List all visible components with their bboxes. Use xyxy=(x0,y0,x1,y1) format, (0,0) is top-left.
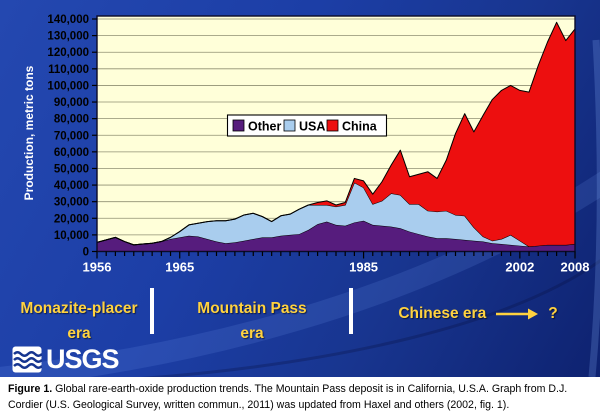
y-axis-title: Production, metric tons xyxy=(22,65,36,201)
usgs-wave-icon xyxy=(12,346,42,373)
svg-text:Other: Other xyxy=(248,120,281,134)
svg-text:1956: 1956 xyxy=(83,260,112,275)
svg-text:50,000: 50,000 xyxy=(54,163,89,175)
x-axis-labels: 1956 1965 1985 2002 2008 xyxy=(83,260,590,275)
era-label-line2: era xyxy=(67,325,91,342)
era-label-monazite-placer: Monazite-placer era xyxy=(8,296,150,346)
figure-caption-text: Global rare-earth-oxide production trend… xyxy=(8,383,568,411)
y-axis-labels: 0 10,000 20,000 30,000 40,000 50,000 60,000 70,… xyxy=(47,14,89,259)
era-divider-icon xyxy=(349,288,353,334)
figure-caption-label: Figure 1. xyxy=(8,383,53,395)
era-label-line1: Mountain Pass xyxy=(197,300,307,317)
svg-text:2002: 2002 xyxy=(505,260,534,275)
y-axis-ticks xyxy=(92,18,97,253)
svg-text:100,000: 100,000 xyxy=(47,80,89,92)
svg-text:90,000: 90,000 xyxy=(54,97,89,109)
svg-text:0: 0 xyxy=(83,247,89,259)
svg-text:China: China xyxy=(342,120,378,134)
right-arrow-icon xyxy=(496,308,539,319)
era-label-mountain-pass: Mountain Pass era xyxy=(162,296,342,346)
svg-text:140,000: 140,000 xyxy=(47,14,89,26)
svg-text:80,000: 80,000 xyxy=(54,114,89,126)
usgs-logo: USGS xyxy=(12,344,120,375)
svg-text:120,000: 120,000 xyxy=(47,47,89,59)
x-axis-ticks xyxy=(96,251,576,259)
era-label-line2: era xyxy=(240,325,264,342)
area-china xyxy=(96,21,576,247)
svg-text:2008: 2008 xyxy=(561,260,590,275)
production-chart: 1956 1965 1985 2002 2008 0 10,000 20,000 30,000 4… xyxy=(47,14,590,275)
figure-caption: Figure 1. Global rare-earth-oxide produc… xyxy=(0,377,600,415)
usgs-logo-text: USGS xyxy=(46,344,120,374)
svg-text:60,000: 60,000 xyxy=(54,147,89,159)
svg-text:1985: 1985 xyxy=(349,260,378,275)
svg-text:USA: USA xyxy=(299,120,325,134)
era-label-chinese: Chinese era ? xyxy=(362,301,594,326)
era-divider-icon xyxy=(150,288,154,334)
svg-text:1965: 1965 xyxy=(165,260,194,275)
svg-text:30,000: 30,000 xyxy=(54,197,89,209)
svg-text:20,000: 20,000 xyxy=(54,213,89,225)
svg-text:130,000: 130,000 xyxy=(47,31,89,43)
era-label-line1: Monazite-placer xyxy=(20,300,138,317)
legend: Other USA China xyxy=(226,114,388,137)
svg-text:10,000: 10,000 xyxy=(54,230,89,242)
era-label-line1: Chinese era xyxy=(398,305,487,322)
svg-text:110,000: 110,000 xyxy=(48,64,89,76)
era-question-mark: ? xyxy=(548,305,558,322)
svg-text:40,000: 40,000 xyxy=(54,180,89,192)
svg-text:70,000: 70,000 xyxy=(54,130,89,142)
